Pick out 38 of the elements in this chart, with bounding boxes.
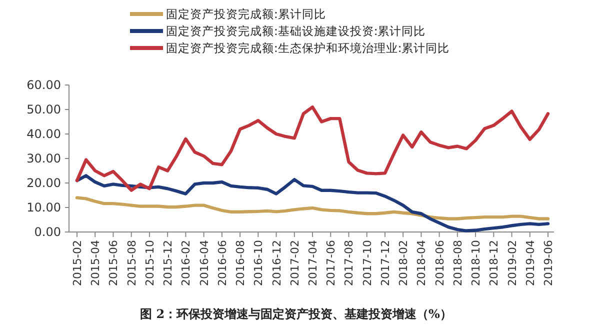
x-tick-label: 2019-06 xyxy=(542,240,555,286)
x-tick-label: 2018-12 xyxy=(488,240,501,286)
legend-label: 固定资产投资完成额:累计同比 xyxy=(166,7,326,21)
y-tick-label: 0.00 xyxy=(34,225,61,239)
y-tick-label: 40.00 xyxy=(26,127,61,141)
y-tick-label: 50.00 xyxy=(26,102,61,116)
x-tick-label: 2016-04 xyxy=(198,240,211,286)
x-tick-label: 2015-12 xyxy=(162,240,175,286)
x-tick-label: 2017-06 xyxy=(324,240,338,286)
legend-label: 固定资产投资完成额:生态保护和环境治理业:累计同比 xyxy=(166,41,450,55)
x-tick-label: 2018-06 xyxy=(433,240,446,286)
y-tick-label: 60.00 xyxy=(26,78,61,92)
x-tick-label: 2015-08 xyxy=(125,240,138,286)
x-tick-label: 2018-02 xyxy=(397,240,410,286)
legend-label: 固定资产投资完成额:基础设施建设投资:累计同比 xyxy=(166,24,426,38)
x-tick-label: 2016-12 xyxy=(270,240,284,286)
x-tick-label: 2018-08 xyxy=(451,240,464,286)
y-tick-label: 10.00 xyxy=(26,200,61,214)
x-tick-label: 2017-10 xyxy=(360,240,374,286)
x-tick-label: 2017-04 xyxy=(306,240,320,286)
x-tick-label: 2017-08 xyxy=(342,240,356,286)
x-tick-label: 2015-04 xyxy=(89,240,102,286)
x-tick-label: 2016-08 xyxy=(234,240,248,286)
x-tick-label: 2016-10 xyxy=(252,240,266,286)
x-tick-label: 2015-10 xyxy=(143,240,156,286)
caption: 图 2：环保投资增速与固定资产投资、基建投资增速（%） xyxy=(140,307,452,321)
x-tick-label: 2019-02 xyxy=(506,240,519,286)
x-tick-label: 2015-06 xyxy=(107,240,120,286)
x-tick-label: 2017-12 xyxy=(378,240,392,286)
x-tick-label: 2016-06 xyxy=(216,240,229,286)
x-tick-label: 2018-10 xyxy=(470,240,483,286)
x-tick-label: 2018-04 xyxy=(415,240,428,286)
x-tick-label: 2017-02 xyxy=(288,240,302,286)
x-tick-label: 2016-02 xyxy=(180,240,193,286)
x-tick-label: 2019-04 xyxy=(524,240,537,286)
y-tick-label: 30.00 xyxy=(26,152,61,166)
y-tick-label: 20.00 xyxy=(26,176,61,190)
x-tick-label: 2015-02 xyxy=(71,240,84,286)
